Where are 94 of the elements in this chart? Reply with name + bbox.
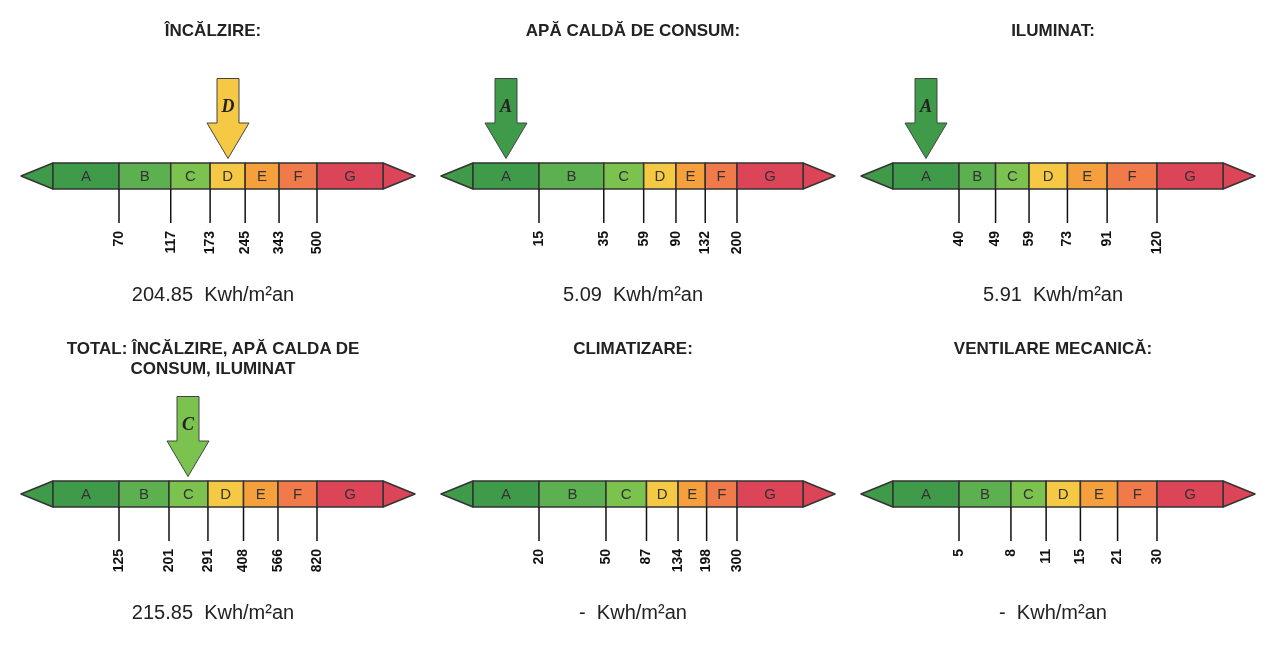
category-label: D: [654, 167, 666, 185]
data-label: 173: [200, 230, 217, 255]
data-label: 8: [1001, 548, 1018, 557]
category-label: G: [344, 485, 356, 503]
data-label: 91: [1098, 230, 1114, 247]
arrow-icon: D: [205, 78, 250, 159]
category-label: D: [656, 485, 668, 503]
text: TOTAL: ÎNCĂLZIRE, APĂ CALDA DE CONSUM, ILUMINAT: [66, 339, 360, 378]
data-label: 49: [986, 230, 1003, 247]
text: 5.91 Kwh/m²an: [982, 283, 1124, 305]
category-label: E: [687, 485, 698, 503]
data-label: 120: [1147, 230, 1164, 255]
data-label: 30: [1147, 548, 1164, 565]
data-label: 59: [1019, 230, 1036, 247]
category-label: B: [138, 485, 150, 503]
data-label: 20: [529, 548, 546, 565]
category-label: C: [183, 485, 195, 503]
text: ILUMINAT:: [1011, 21, 1095, 40]
text: VENTILARE MECANICĂ:: [953, 339, 1153, 358]
category-label: G: [1184, 167, 1196, 185]
data-label: 90: [666, 230, 683, 247]
category-label: E: [685, 167, 696, 185]
category-label: A: [500, 167, 512, 185]
text: 215.85 Kwh/m²an: [131, 601, 295, 623]
category-label: C: [620, 485, 632, 503]
text: ÎNCĂLZIRE:: [163, 21, 262, 40]
text: - Kwh/m²an: [579, 601, 687, 623]
data-label: 117: [161, 230, 178, 254]
category-label: G: [764, 167, 776, 185]
category-label: B: [566, 167, 577, 185]
category-label: F: [1127, 167, 1137, 185]
data-label: 245: [236, 230, 253, 255]
text: 5.09 Kwh/m²an: [562, 283, 704, 305]
data-label: 820: [307, 548, 324, 573]
category-label: A: [500, 485, 512, 503]
category-label: B: [972, 167, 983, 185]
data-label: 87: [637, 548, 654, 565]
data-label: 11: [1036, 548, 1053, 564]
arrow-icon: A: [484, 78, 528, 159]
data-label: 300: [727, 548, 744, 573]
text: 204.85 Kwh/m²an: [131, 283, 295, 305]
data-label: 40: [949, 230, 966, 247]
category-label: C: [1023, 485, 1035, 503]
category-label: E: [1093, 485, 1104, 503]
category-label: A: [920, 485, 932, 503]
category-label: F: [1132, 485, 1142, 503]
data-label: 35: [594, 230, 611, 247]
data-label: 70: [109, 230, 126, 247]
data-label: 132: [696, 230, 713, 255]
data-label: 59: [634, 230, 651, 247]
category-label: A: [80, 485, 92, 503]
category-label: F: [716, 167, 726, 185]
arrow-icon: A: [904, 78, 948, 159]
category-label: F: [717, 485, 727, 503]
text: APĂ CALDĂ DE CONSUM:: [525, 21, 741, 40]
data-label: 566: [268, 548, 285, 573]
category-label: F: [293, 167, 303, 185]
category-label: E: [255, 485, 266, 503]
category-label: B: [139, 167, 150, 185]
data-label: 134: [668, 548, 685, 573]
category-label: E: [257, 167, 268, 185]
data-label: 15: [1071, 548, 1088, 565]
text: - Kwh/m²an: [999, 601, 1107, 623]
category-label: D: [220, 485, 232, 503]
data-label: 200: [727, 230, 744, 255]
category-label: C: [185, 167, 196, 185]
category-label: B: [979, 485, 990, 503]
data-label: 201: [159, 548, 176, 573]
category-label: D: [1057, 485, 1069, 503]
data-label: 15: [529, 230, 546, 247]
category-label: G: [764, 485, 776, 503]
text: CLIMATIZARE:: [573, 339, 693, 358]
data-label: 125: [109, 548, 126, 573]
category-label: C: [618, 167, 630, 185]
arrow-icon: C: [166, 396, 211, 477]
category-label: D: [1042, 167, 1054, 185]
category-label: G: [344, 167, 356, 185]
data-label: 291: [198, 548, 215, 573]
category-label: E: [1082, 167, 1093, 185]
data-label: 21: [1108, 548, 1125, 565]
data-label: 73: [1058, 230, 1075, 247]
category-label: B: [567, 485, 578, 503]
category-label: A: [920, 167, 932, 185]
data-label: 50: [596, 548, 613, 565]
category-label: C: [1006, 167, 1018, 185]
data-label: 5: [949, 548, 966, 557]
data-label: 408: [234, 548, 251, 573]
data-label: 343: [269, 230, 286, 255]
category-label: A: [80, 167, 92, 185]
category-label: D: [222, 167, 234, 185]
category-label: G: [1184, 485, 1196, 503]
category-label: F: [292, 485, 303, 503]
data-label: 500: [307, 230, 324, 255]
data-label: 198: [697, 548, 714, 573]
